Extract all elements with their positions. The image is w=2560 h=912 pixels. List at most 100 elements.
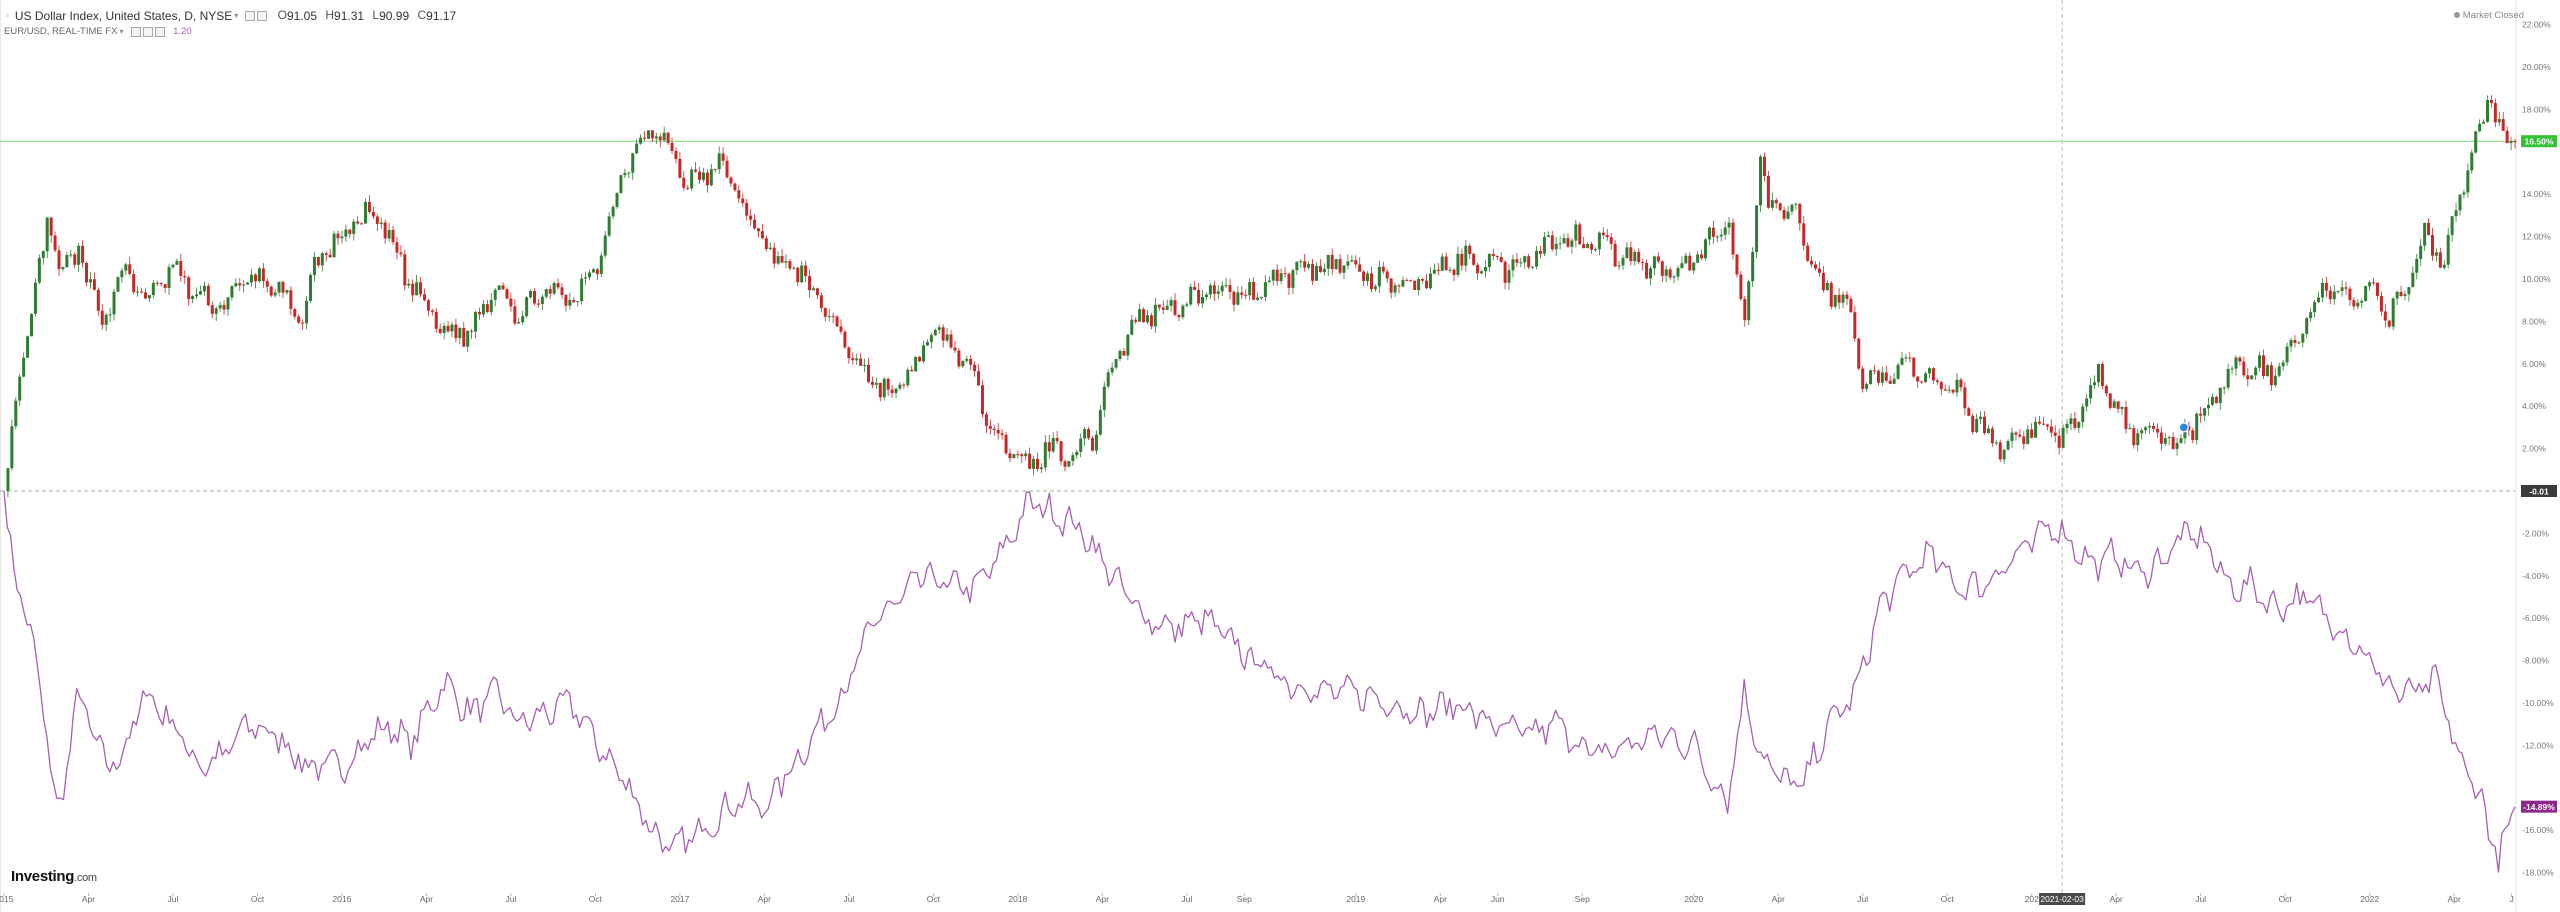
dxy-candles[interactable] (6, 95, 2517, 498)
candle-body[interactable] (1134, 319, 1138, 322)
candle-body[interactable] (336, 233, 340, 239)
candle-body[interactable] (733, 183, 737, 191)
candle-body[interactable] (595, 269, 599, 275)
candle-body[interactable] (493, 289, 497, 300)
candle-body[interactable] (1759, 156, 1763, 206)
candle-body[interactable] (1102, 386, 1106, 410)
candle-body[interactable] (839, 326, 843, 332)
candle-body[interactable] (666, 132, 670, 143)
candle-body[interactable] (442, 325, 446, 333)
candle-body[interactable] (293, 309, 297, 317)
candle-body[interactable] (77, 245, 81, 265)
candle-body[interactable] (1491, 253, 1495, 256)
candle-body[interactable] (2427, 222, 2431, 235)
candle-body[interactable] (831, 316, 835, 318)
candle-body[interactable] (529, 290, 533, 298)
candle-body[interactable] (1538, 250, 1542, 254)
candle-body[interactable] (1967, 408, 1971, 416)
candle-body[interactable] (1208, 285, 1212, 295)
candle-body[interactable] (1118, 351, 1122, 360)
candle-body[interactable] (658, 136, 662, 141)
candle-body[interactable] (2497, 119, 2501, 123)
candle-body[interactable] (670, 142, 674, 152)
candle-body[interactable] (1413, 280, 1417, 291)
candle-body[interactable] (1000, 433, 1004, 435)
candle-body[interactable] (792, 267, 796, 269)
candle-body[interactable] (729, 177, 733, 184)
candle-body[interactable] (1016, 454, 1020, 456)
candle-body[interactable] (2348, 288, 2352, 301)
candle-body[interactable] (863, 364, 867, 366)
candle-body[interactable] (1625, 247, 1629, 259)
candle-body[interactable] (1684, 255, 1688, 264)
candle-body[interactable] (234, 283, 238, 287)
candle-body[interactable] (470, 330, 474, 332)
candle-body[interactable] (1621, 258, 1625, 266)
candle-body[interactable] (800, 265, 804, 283)
candle-body[interactable] (1487, 253, 1491, 267)
candle-body[interactable] (364, 201, 368, 224)
candle-body[interactable] (2250, 375, 2254, 380)
candle-body[interactable] (2277, 366, 2281, 376)
candle-body[interactable] (760, 231, 764, 239)
candle-body[interactable] (1578, 224, 1582, 245)
candle-body[interactable] (2120, 406, 2124, 409)
candle-body[interactable] (1322, 268, 1326, 273)
candle-body[interactable] (2513, 141, 2517, 143)
candle-body[interactable] (100, 310, 104, 325)
candle-body[interactable] (2438, 252, 2442, 268)
candle-body[interactable] (426, 300, 430, 311)
candle-body[interactable] (1334, 259, 1338, 270)
candle-body[interactable] (650, 130, 654, 139)
candle-body[interactable] (391, 230, 395, 243)
candle-body[interactable] (1774, 200, 1778, 204)
candle-body[interactable] (1075, 451, 1079, 456)
candle-body[interactable] (285, 290, 289, 293)
candle-body[interactable] (914, 356, 918, 372)
candle-body[interactable] (159, 283, 163, 285)
candle-body[interactable] (2273, 375, 2277, 386)
candle-body[interactable] (552, 283, 556, 294)
candle-body[interactable] (2163, 438, 2167, 444)
candle-body[interactable] (61, 267, 65, 270)
candle-body[interactable] (945, 334, 949, 341)
candle-body[interactable] (709, 169, 713, 186)
candle-body[interactable] (1507, 270, 1511, 283)
candle-body[interactable] (1986, 428, 1990, 434)
candle-body[interactable] (250, 274, 254, 283)
candle-body[interactable] (1480, 271, 1484, 274)
candle-body[interactable] (1212, 285, 1216, 294)
candle-body[interactable] (33, 282, 37, 314)
candle-body[interactable] (741, 198, 745, 203)
candle-body[interactable] (635, 143, 639, 154)
candle-body[interactable] (992, 428, 996, 430)
candle-body[interactable] (399, 252, 403, 255)
candle-body[interactable] (643, 137, 647, 139)
candle-body[interactable] (1609, 237, 1613, 244)
candle-body[interactable] (1747, 281, 1751, 321)
candle-body[interactable] (984, 414, 988, 426)
candle-body[interactable] (988, 425, 992, 429)
candle-body[interactable] (1790, 204, 1794, 212)
candle-body[interactable] (124, 264, 128, 271)
candle-body[interactable] (1287, 273, 1291, 288)
candle-body[interactable] (1330, 254, 1334, 270)
candle-body[interactable] (2242, 361, 2246, 376)
candle-body[interactable] (929, 335, 933, 343)
candle-body[interactable] (112, 291, 116, 315)
candle-body[interactable] (1024, 453, 1028, 457)
candle-body[interactable] (2309, 312, 2313, 319)
candle-body[interactable] (2352, 300, 2356, 307)
candle-body[interactable] (163, 284, 167, 288)
candle-body[interactable] (1032, 458, 1036, 469)
candle-body[interactable] (544, 289, 548, 297)
candle-body[interactable] (477, 311, 481, 315)
candle-body[interactable] (2320, 282, 2324, 298)
candle-body[interactable] (1861, 368, 1865, 389)
candle-body[interactable] (2045, 424, 2049, 427)
candle-body[interactable] (1586, 244, 1590, 249)
candle-body[interactable] (521, 316, 525, 323)
candle-body[interactable] (2210, 396, 2214, 405)
candle-body[interactable] (1177, 314, 1181, 318)
candle-body[interactable] (1990, 428, 1994, 444)
